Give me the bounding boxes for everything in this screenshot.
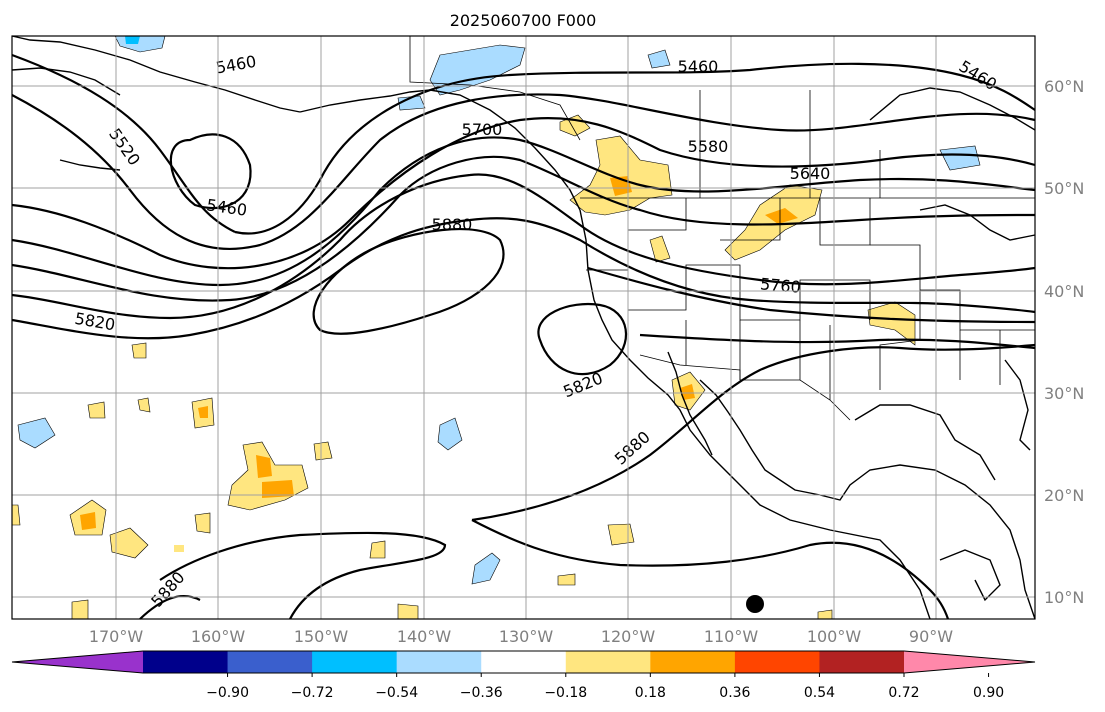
colorbar-bin	[143, 651, 229, 673]
location-marker	[746, 595, 764, 613]
colorbar-extend-high	[904, 651, 1035, 673]
lat-label: 60°N	[1044, 77, 1084, 96]
latitude-labels: 60°N 50°N 40°N 30°N 20°N 10°N	[1044, 77, 1084, 607]
map-frame	[11, 35, 1036, 620]
map-background	[12, 36, 1035, 619]
lon-label: 140°W	[397, 627, 452, 646]
colorbar: −0.90 −0.72 −0.54 −0.36 −0.18 0.18 0.36 0.54 0.7…	[11, 650, 1036, 701]
colorbar-bin	[734, 651, 820, 673]
height-contours	[11, 53, 1036, 620]
colorbar-bin	[396, 651, 482, 673]
colorbar-tick-label: −0.54	[375, 685, 418, 701]
anomaly-shading	[11, 35, 981, 620]
lon-label: 100°W	[807, 627, 862, 646]
lon-label: 120°W	[601, 627, 656, 646]
colorbar-tick-label: 0.72	[888, 685, 919, 701]
colorbar-outline	[11, 650, 1036, 674]
lon-label: 110°W	[704, 627, 759, 646]
contour-label: 5760	[759, 274, 801, 296]
lat-label: 40°N	[1044, 282, 1084, 301]
colorbar-bin	[481, 651, 567, 673]
graticule	[12, 36, 1035, 619]
colorbar-extend-low	[12, 651, 143, 673]
lat-label: 20°N	[1044, 486, 1084, 505]
colorbar-bin	[565, 651, 651, 673]
colorbar-bin	[650, 651, 736, 673]
lon-label: 90°W	[909, 627, 953, 646]
longitude-labels: 170°W 160°W 150°W 140°W 130°W 120°W 110°…	[89, 627, 953, 646]
lon-label: 170°W	[89, 627, 144, 646]
colorbar-tick-label: −0.90	[206, 685, 249, 701]
colorbar-tick-label: 0.54	[804, 685, 835, 701]
colorbar-tick-label: 0.90	[973, 685, 1004, 701]
map-title: 2025060700 F000	[450, 11, 597, 30]
lon-label: 160°W	[191, 627, 246, 646]
lon-label: 130°W	[499, 627, 554, 646]
colorbar-tick-label: −0.36	[460, 685, 503, 701]
contour-label: 5580	[688, 137, 729, 156]
colorbar-tick-label: −0.72	[291, 685, 334, 701]
contour-label: 5640	[790, 164, 831, 183]
colorbar-bin	[227, 651, 313, 673]
colorbar-tick-label: 0.36	[719, 685, 750, 701]
contour-label: 5460	[678, 57, 719, 76]
lon-label: 150°W	[294, 627, 349, 646]
lat-label: 10°N	[1044, 588, 1084, 607]
colorbar-tick-label: −0.18	[544, 685, 587, 701]
colorbar-tick-label: 0.18	[635, 685, 666, 701]
colorbar-bin	[819, 651, 905, 673]
lat-label: 30°N	[1044, 384, 1084, 403]
colorbar-bin	[312, 651, 398, 673]
contour-label: 5880	[432, 215, 473, 234]
contour-label: 5700	[462, 120, 503, 139]
lat-label: 50°N	[1044, 179, 1084, 198]
